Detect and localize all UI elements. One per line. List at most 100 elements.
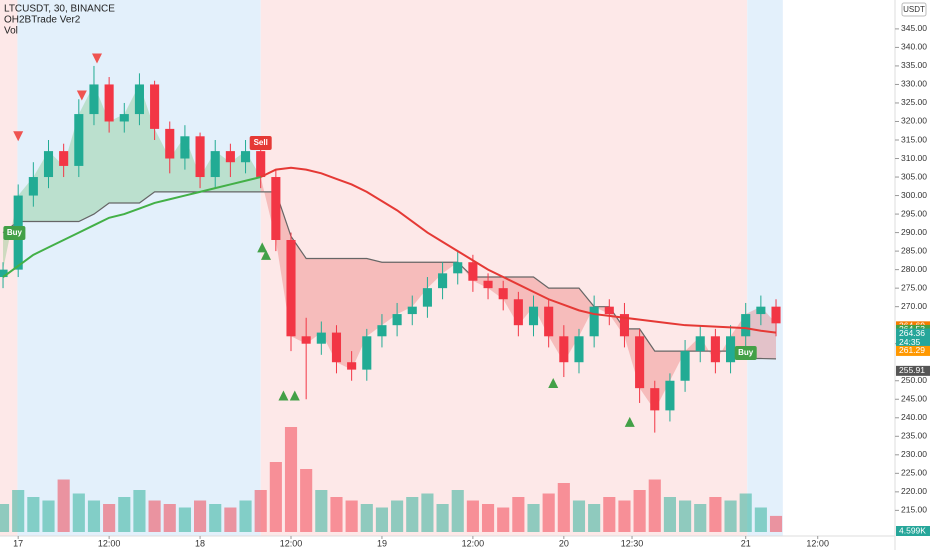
- volume-bar: [103, 504, 116, 532]
- x-tick-label: 21: [741, 538, 751, 548]
- volume-bar: [603, 497, 616, 532]
- volume-bar: [512, 497, 525, 532]
- volume-bar: [663, 497, 676, 532]
- session-region: [260, 0, 748, 536]
- y-tick-label: 315.00: [901, 134, 927, 144]
- candle-body: [589, 306, 599, 337]
- candle-body: [180, 136, 190, 159]
- volume-bar: [178, 507, 191, 532]
- signal-triangle: [260, 249, 271, 260]
- indicator-name: OH2BTrade Ver2: [4, 15, 81, 26]
- price-tag-label: 261.29: [899, 345, 925, 355]
- currency-box[interactable]: [901, 2, 927, 17]
- candle-body: [43, 151, 54, 178]
- signal-label: Buy: [738, 348, 754, 357]
- volume-bar: [239, 500, 252, 532]
- symbol-title: LTCUSDT, 30, BINANCE: [4, 4, 115, 15]
- signal-triangle: [289, 390, 300, 401]
- candle-body: [741, 314, 751, 337]
- volume-bar: [345, 500, 358, 532]
- y-tick-label: 310.00: [901, 153, 927, 163]
- volume-bar: [330, 497, 343, 532]
- y-tick-label: 240.00: [901, 412, 927, 422]
- candle-body: [271, 177, 281, 240]
- signal-triangle: [76, 90, 87, 101]
- candle-body: [331, 332, 342, 363]
- x-tick-label: 18: [195, 538, 205, 548]
- session-region: [747, 0, 783, 536]
- signal-triangle: [13, 131, 24, 142]
- candle-body: [28, 177, 38, 196]
- candle-body: [422, 288, 432, 307]
- countdown-label: 24:35: [899, 337, 921, 347]
- candle-body: [635, 336, 645, 389]
- candle-body: [680, 351, 690, 381]
- candle-body: [392, 314, 402, 326]
- y-tick-label: 300.00: [901, 190, 927, 200]
- indicator-name: Vol: [4, 26, 18, 37]
- candle-body: [726, 336, 736, 363]
- signal-triangle: [548, 377, 559, 388]
- candle-body: [210, 151, 220, 178]
- volume-bar: [42, 500, 55, 532]
- volume-bar: [315, 490, 328, 532]
- volume-bar: [194, 500, 207, 532]
- volume-bar: [391, 500, 404, 532]
- volume-bar: [542, 493, 555, 532]
- volume-bar: [209, 504, 222, 532]
- candle-body: [150, 84, 160, 129]
- candle-body: [195, 136, 205, 178]
- volume-bar: [648, 479, 661, 532]
- candle-body: [438, 273, 448, 289]
- y-tick-label: 290.00: [901, 227, 927, 237]
- candle-body: [362, 336, 372, 370]
- y-tick-label: 320.00: [901, 116, 927, 126]
- volume-bar: [87, 500, 101, 532]
- volume-bar: [148, 500, 161, 532]
- session-region: [0, 0, 18, 536]
- y-tick-label: 215.00: [901, 505, 927, 515]
- volume-bar: [724, 500, 737, 532]
- volume-bar: [633, 490, 646, 532]
- y-tick-label: 330.00: [901, 79, 927, 89]
- candle-body: [286, 240, 296, 337]
- volume-bar: [769, 515, 783, 532]
- candle-body: [453, 262, 463, 274]
- signal-triangle: [624, 416, 635, 427]
- volume-bar: [694, 504, 707, 532]
- volume-bar: [360, 504, 373, 532]
- currency-label[interactable]: USDT: [903, 5, 925, 14]
- x-tick-label: 17: [13, 538, 23, 548]
- volume-bar: [572, 500, 586, 532]
- candle-body: [316, 332, 326, 344]
- volume-tag: [896, 526, 930, 536]
- candle-body: [513, 299, 523, 326]
- candle-body: [528, 306, 539, 326]
- candle-body: [240, 151, 251, 163]
- signal-triangle: [257, 242, 268, 253]
- candle-body: [119, 114, 129, 122]
- volume-bar: [118, 497, 131, 532]
- x-tick-label: 12:00: [462, 538, 485, 548]
- candle-body: [468, 262, 478, 281]
- candle-body: [0, 269, 8, 278]
- y-tick-label: 295.00: [901, 208, 927, 218]
- candle-body: [710, 336, 720, 363]
- candle-body: [134, 84, 144, 115]
- candle-body: [544, 306, 554, 337]
- volume-bar: [375, 507, 389, 532]
- price-tag-label: 264.36: [899, 328, 925, 338]
- volume-bar: [739, 493, 752, 532]
- y-tick-label: 220.00: [901, 486, 927, 496]
- price-tag-label: 255.91: [899, 365, 925, 375]
- volume-bar: [254, 490, 267, 532]
- signal-triangle: [278, 390, 289, 401]
- x-tick-label: 12:00: [280, 538, 303, 548]
- y-tick-label: 225.00: [901, 468, 927, 478]
- signal-triangle: [92, 53, 103, 64]
- volume-bar: [527, 504, 540, 532]
- candle-body: [347, 362, 357, 370]
- volume-bar: [451, 490, 464, 532]
- y-tick-label: 285.00: [901, 245, 927, 255]
